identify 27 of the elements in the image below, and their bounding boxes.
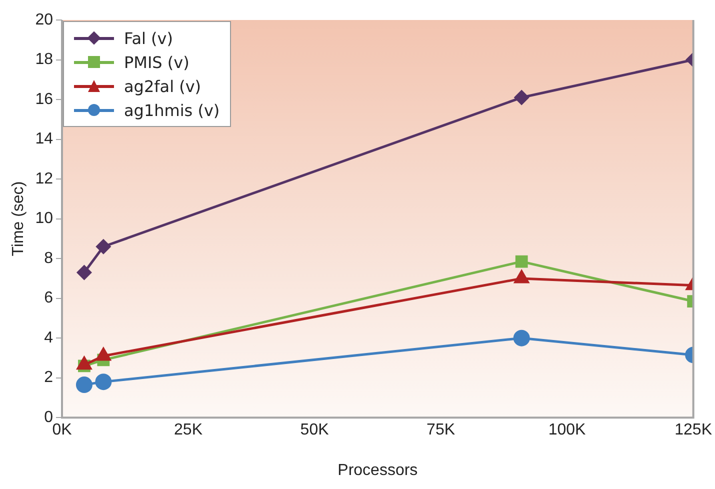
x-tick-label: 25K bbox=[174, 422, 203, 439]
x-axis-title: Processors bbox=[338, 462, 418, 479]
x-tick-label: 0K bbox=[52, 422, 72, 439]
y-tick-label: 10 bbox=[35, 210, 54, 228]
y-tick-label: 0 bbox=[44, 409, 54, 426]
x-tick-label: 50K bbox=[300, 422, 330, 439]
y-tick-label: 8 bbox=[44, 250, 54, 267]
y-tick-label: 20 bbox=[35, 11, 54, 28]
legend-label: ag2fal (v) bbox=[124, 76, 202, 96]
legend-label: PMIS (v) bbox=[124, 52, 190, 72]
y-tick-label: 6 bbox=[44, 290, 54, 307]
y-tick-label: 14 bbox=[35, 130, 54, 148]
point bbox=[76, 376, 92, 394]
y-tick-label: 18 bbox=[35, 51, 54, 68]
x-tick-label: 75K bbox=[426, 422, 456, 439]
point bbox=[76, 265, 92, 280]
point bbox=[96, 239, 111, 254]
y-tick-label: 16 bbox=[35, 90, 54, 108]
legend-label: ag1hmis (v) bbox=[124, 100, 220, 120]
y-tick-label: 12 bbox=[35, 170, 54, 188]
legend-label: Fal (v) bbox=[124, 28, 174, 48]
point bbox=[95, 374, 112, 390]
x-tick-label: 125K bbox=[674, 422, 712, 439]
y-axis-title: Time (sec) bbox=[10, 181, 28, 256]
y-tick-label: 4 bbox=[44, 329, 54, 346]
x-tick-label: 100K bbox=[548, 422, 586, 439]
y-tick-label: 2 bbox=[44, 369, 54, 386]
